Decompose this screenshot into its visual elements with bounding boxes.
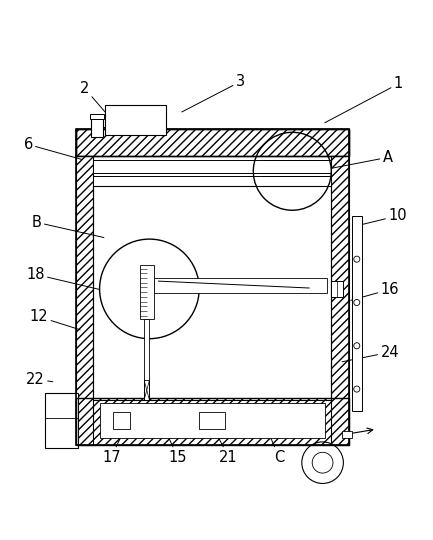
Bar [76, 398, 349, 446]
Text: 24: 24 [342, 345, 399, 362]
Bar [140, 265, 154, 319]
Bar [331, 281, 343, 296]
Bar [199, 411, 225, 429]
Bar [93, 160, 331, 173]
Text: A: A [320, 150, 393, 171]
Bar [352, 216, 362, 411]
Bar [76, 129, 349, 446]
Bar [154, 278, 327, 293]
Bar [76, 129, 349, 156]
Bar [312, 176, 331, 186]
Bar [91, 116, 103, 137]
Text: 17: 17 [102, 438, 121, 464]
Text: 3: 3 [182, 74, 245, 112]
Bar [90, 114, 104, 119]
Text: C: C [266, 428, 284, 464]
Text: 6: 6 [23, 137, 82, 160]
Circle shape [354, 343, 360, 349]
Text: 2: 2 [80, 80, 113, 120]
Bar [76, 129, 349, 156]
Bar [76, 156, 93, 446]
Bar [331, 156, 349, 446]
Text: 18: 18 [26, 267, 100, 289]
Bar [45, 394, 78, 448]
Bar [93, 186, 331, 400]
Bar [93, 176, 331, 186]
Bar [76, 398, 349, 446]
Bar [144, 319, 149, 400]
Bar [113, 411, 130, 429]
Bar [93, 176, 113, 186]
Text: 1: 1 [325, 76, 403, 123]
Bar [342, 431, 352, 438]
Text: B: B [32, 215, 104, 238]
Bar [76, 156, 93, 446]
Bar [105, 105, 166, 135]
Text: 15: 15 [168, 438, 187, 464]
Text: 10: 10 [353, 208, 407, 227]
Circle shape [354, 300, 360, 306]
Text: 16: 16 [351, 282, 399, 300]
Bar [331, 156, 349, 446]
Circle shape [354, 386, 360, 392]
Circle shape [354, 256, 360, 262]
Bar [100, 403, 325, 437]
Text: 22: 22 [26, 372, 53, 387]
Text: 12: 12 [29, 309, 80, 330]
Text: 21: 21 [219, 438, 238, 464]
